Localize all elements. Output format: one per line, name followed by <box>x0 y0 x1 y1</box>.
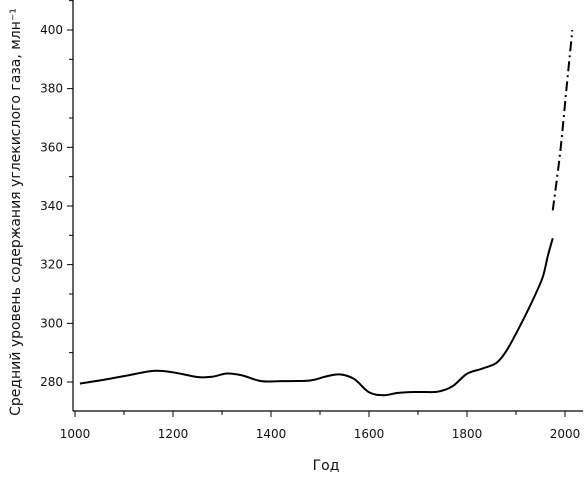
x-tick-label: 1800 <box>452 427 483 441</box>
series-line-measured <box>79 238 554 397</box>
y-tick-label: 360 <box>40 140 63 154</box>
x-tick-label: 2000 <box>550 427 581 441</box>
data-series <box>79 29 574 397</box>
x-axis-ticks: 1000 1200 1400 1600 1800 2000 <box>60 411 581 441</box>
y-tick-label: 340 <box>40 199 63 213</box>
y-tick-label: 280 <box>40 375 63 389</box>
y-tick-label: 400 <box>40 23 63 37</box>
y-tick-label: 300 <box>40 316 63 330</box>
y-axis-title: Средний уровень содержания углекислого г… <box>8 8 24 416</box>
y-tick-label: 320 <box>40 258 63 272</box>
series-line-projected <box>551 29 574 211</box>
x-tick-label: 1000 <box>60 427 91 441</box>
x-tick-label: 1200 <box>158 427 189 441</box>
x-axis-title: Год <box>313 458 340 474</box>
y-axis-ticks: 280 300 320 340 360 380 400 <box>40 0 73 389</box>
y-tick-label: 380 <box>40 82 63 96</box>
x-tick-label: 1600 <box>354 427 385 441</box>
x-tick-label: 1400 <box>256 427 287 441</box>
